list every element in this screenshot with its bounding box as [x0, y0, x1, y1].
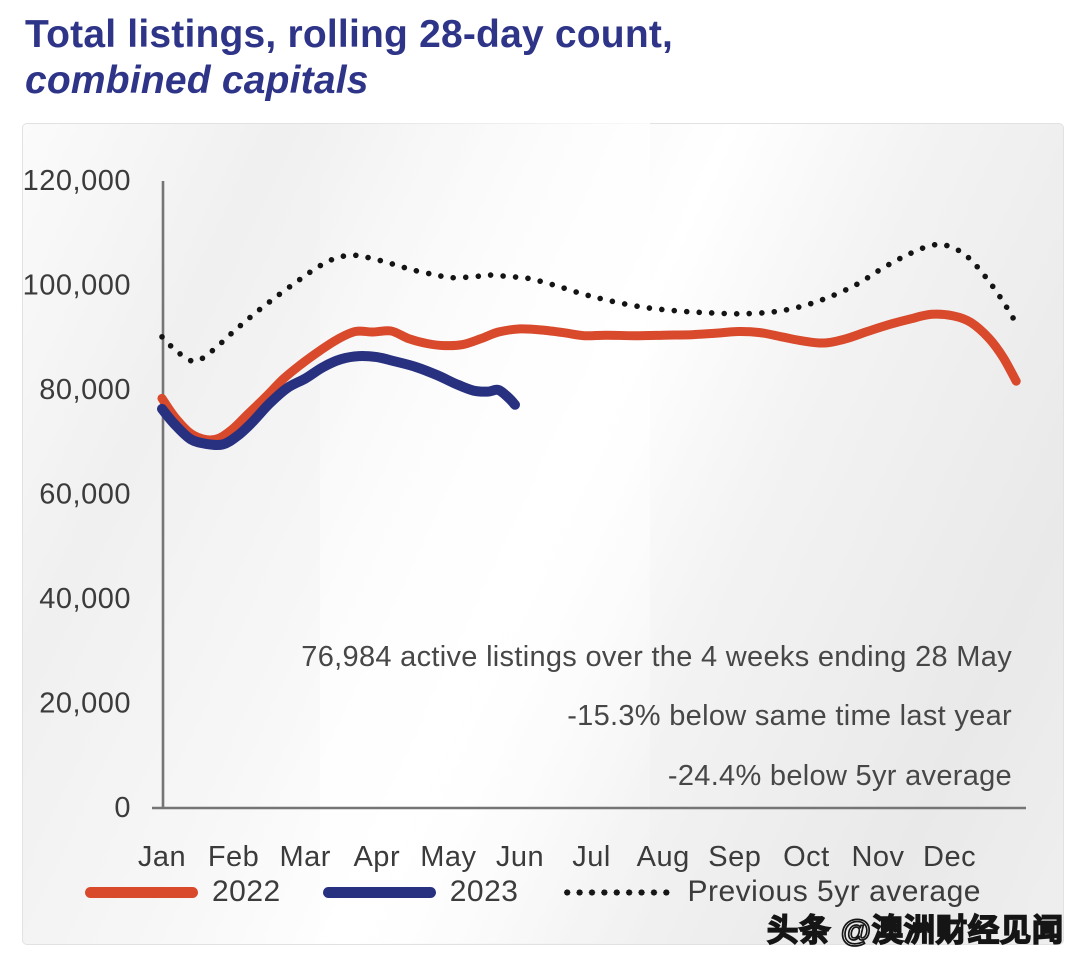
x-axis-label: Mar [279, 841, 330, 873]
legend-label: 2023 [449, 875, 519, 908]
annotation-vs-5yr-average: -24.4% below 5yr average [667, 760, 1012, 792]
chart-title: Total listings, rolling 28-day count, co… [25, 12, 673, 104]
chart-title-line1: Total listings, rolling 28-day count, [25, 13, 674, 56]
watermark: 头条 @澳洲财经见闻 [766, 912, 1064, 949]
legend-swatch [85, 886, 198, 898]
y-axis-tick-label: 80,000 [39, 374, 131, 406]
y-axis-tick-label: 0 [114, 792, 131, 824]
annotation-vs-last-year: -15.3% below same time last year [567, 700, 1012, 732]
legend-item-2022: 2022 [85, 875, 281, 909]
annotation-active-listings: 76,984 active listings over the 4 weeks … [301, 641, 1012, 673]
chart-legend: 2022 2023 Previous 5yr average [85, 872, 1023, 912]
x-axis-label: Dec [923, 841, 976, 873]
legend-label: Previous 5yr average [687, 875, 981, 908]
x-axis-label: Apr [353, 841, 400, 873]
x-axis-label: Jul [572, 841, 611, 873]
y-axis-tick-label: 20,000 [39, 688, 131, 720]
x-axis-label: Feb [208, 841, 259, 873]
legend-label: 2022 [212, 875, 281, 908]
legend-swatch [322, 886, 436, 898]
axis-lines [152, 181, 1026, 810]
x-axis-label: Jun [496, 841, 544, 873]
series-previous-5yr-average-line [159, 241, 1017, 365]
series-2023-line [157, 350, 520, 451]
x-axis-label: Aug [637, 841, 690, 873]
x-axis-label: May [420, 841, 476, 873]
x-axis-label: Oct [783, 841, 830, 873]
y-axis-tick-label: 120,000 [23, 165, 131, 197]
y-axis-tick-label: 40,000 [39, 583, 131, 615]
x-axis-label: Jan [138, 841, 186, 873]
legend-item-2023: 2023 [322, 875, 519, 909]
x-axis-label: Sep [708, 841, 761, 873]
x-axis-label: Nov [851, 841, 904, 873]
legend-item-previous-5yr-average: Previous 5yr average [560, 875, 981, 909]
y-axis-tick-label: 60,000 [39, 479, 131, 511]
chart-title-line2: combined capitals [25, 59, 369, 102]
legend-swatch [560, 888, 674, 896]
series-2022-line [157, 309, 1021, 445]
y-axis-tick-label: 100,000 [23, 270, 131, 302]
